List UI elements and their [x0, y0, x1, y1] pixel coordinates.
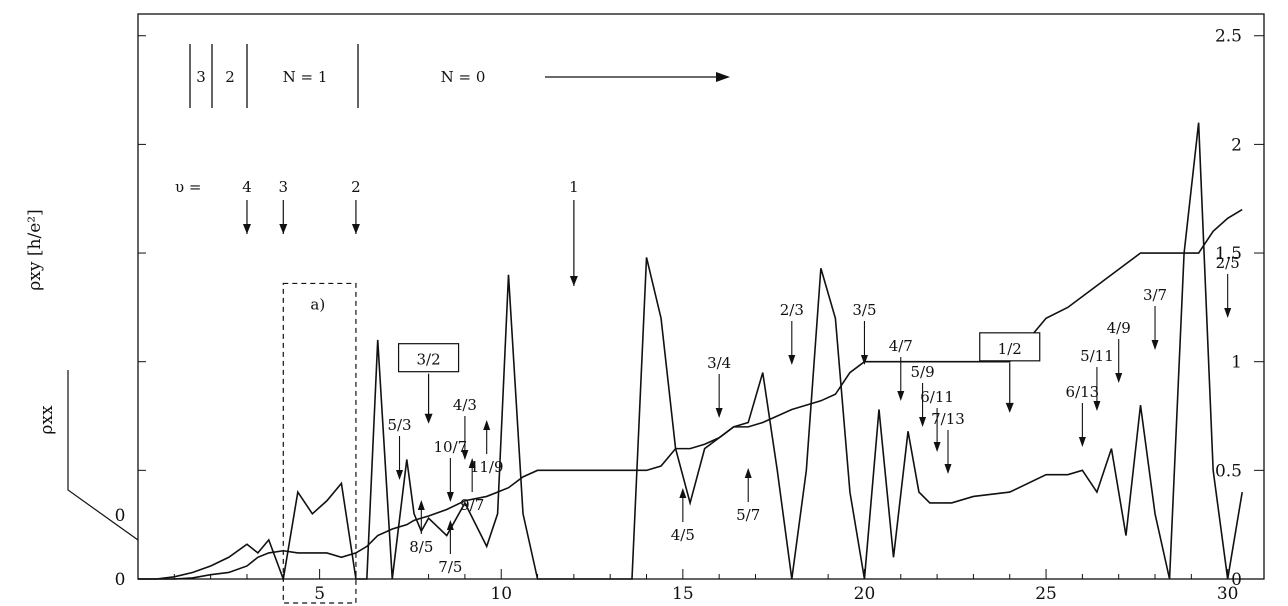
y-tick-label: 1.5: [1215, 244, 1242, 264]
filling-label-4: 4: [242, 178, 252, 196]
x-tick-label: 20: [854, 584, 876, 604]
fraction-arrowhead: [461, 450, 469, 460]
boxed-label-1-2: 1/2: [998, 340, 1022, 358]
fraction-label-5-7: 5/7: [736, 506, 760, 524]
rho-xx-zero-label: 0: [115, 570, 126, 590]
fraction-arrowhead: [1093, 401, 1101, 411]
fraction-label-3-4: 3/4: [707, 354, 731, 372]
boxed-label-frame: [397, 343, 460, 373]
fraction-arrowhead: [1115, 373, 1123, 383]
x-tick-label: 5: [314, 584, 325, 604]
fraction-arrowhead: [919, 417, 927, 427]
landau-level-0-arrowhead: [716, 72, 730, 82]
plot-frame: [137, 13, 1265, 580]
rho-xy-zero-label: 0: [115, 506, 126, 526]
x-tick-label: 10: [490, 584, 512, 604]
hall-resistance-line: [138, 208, 1243, 580]
landau-level-0: N = 0: [441, 68, 486, 86]
fraction-label-2-3: 2/3: [780, 301, 804, 319]
fraction-arrowhead: [679, 488, 687, 498]
y-axis-label-hall: ρxy [h/e²]: [25, 209, 45, 290]
fraction-arrowhead: [860, 355, 868, 365]
fraction-label-5-9: 5/9: [910, 363, 934, 381]
y-axis-label-long: ρxx: [37, 405, 57, 435]
x-tick-label: 30: [1217, 584, 1239, 604]
fraction-label-11-9: 11/9: [470, 458, 504, 476]
fraction-label-3-7: 3/7: [1143, 286, 1167, 304]
boxed-label-arrowhead: [424, 413, 433, 424]
fraction-arrowhead: [483, 420, 491, 430]
y-tick-label: 2: [1231, 135, 1242, 155]
filling-label-2: 2: [351, 178, 361, 196]
fraction-label-9-7: 9/7: [460, 496, 484, 514]
plot-area: [67, 13, 1265, 604]
fraction-label-5-11: 5/11: [1080, 347, 1114, 365]
boxed-label-arrowhead: [1005, 402, 1014, 413]
landau-level-2: 2: [225, 68, 235, 86]
fraction-label-7-13: 7/13: [931, 410, 965, 428]
fraction-arrowhead: [744, 468, 752, 478]
fraction-arrowhead: [396, 470, 404, 480]
fraction-arrowhead: [446, 492, 454, 502]
fraction-label-4-7: 4/7: [889, 337, 913, 355]
fraction-arrowhead: [715, 408, 723, 418]
fraction-label-5-3: 5/3: [387, 416, 411, 434]
fraction-arrowhead: [933, 442, 941, 452]
filling-label: υ =: [175, 178, 201, 196]
inset-label: a): [310, 296, 325, 314]
fraction-label-6-11: 6/11: [920, 388, 954, 406]
fraction-arrowhead: [468, 458, 476, 468]
filling-label-1: 1: [569, 178, 579, 196]
fraction-arrowhead: [788, 355, 796, 365]
fraction-arrowhead: [446, 520, 454, 530]
fraction-arrowhead: [897, 391, 905, 401]
filling-arrowhead-2: [351, 224, 360, 234]
fraction-label-8-5: 8/5: [409, 538, 433, 556]
filling-arrowhead-4: [242, 224, 251, 234]
landau-level-1: N = 1: [283, 68, 328, 86]
y-tick-label: 0: [1231, 570, 1242, 590]
y-tick-label: 1: [1231, 353, 1242, 373]
y-tick-label: 0.5: [1215, 461, 1242, 481]
fraction-label-6-13: 6/13: [1066, 383, 1100, 401]
filling-label-3: 3: [279, 178, 289, 196]
y-tick-label: 2.5: [1215, 27, 1242, 47]
fraction-label-7-5: 7/5: [438, 558, 462, 576]
fraction-label-4-3: 4/3: [453, 396, 477, 414]
inset-dashed-box: [282, 282, 357, 604]
fraction-label-4-5: 4/5: [671, 526, 695, 544]
fraction-label-4-9: 4/9: [1107, 319, 1131, 337]
fraction-label-3-5: 3/5: [852, 301, 876, 319]
boxed-label-3-2: 3/2: [417, 351, 441, 369]
fraction-arrowhead: [1151, 340, 1159, 350]
x-tick-label: 25: [1035, 584, 1057, 604]
fraction-label-2-5: 2/5: [1216, 254, 1240, 272]
x-tick-label: 15: [672, 584, 694, 604]
boxed-label-frame: [979, 332, 1041, 362]
fraction-label-10-7: 10/7: [434, 438, 468, 456]
fraction-arrowhead: [1078, 437, 1086, 447]
filling-arrowhead-3: [279, 224, 288, 234]
rho-xx-axis-bracket: [67, 370, 139, 541]
fraction-arrowhead: [944, 464, 952, 474]
fraction-arrowhead: [1224, 308, 1232, 318]
fraction-arrowhead: [417, 500, 425, 510]
filling-arrowhead-1: [569, 276, 578, 286]
longitudinal-resistance-line: [138, 122, 1243, 583]
landau-level-3: 3: [196, 68, 206, 86]
